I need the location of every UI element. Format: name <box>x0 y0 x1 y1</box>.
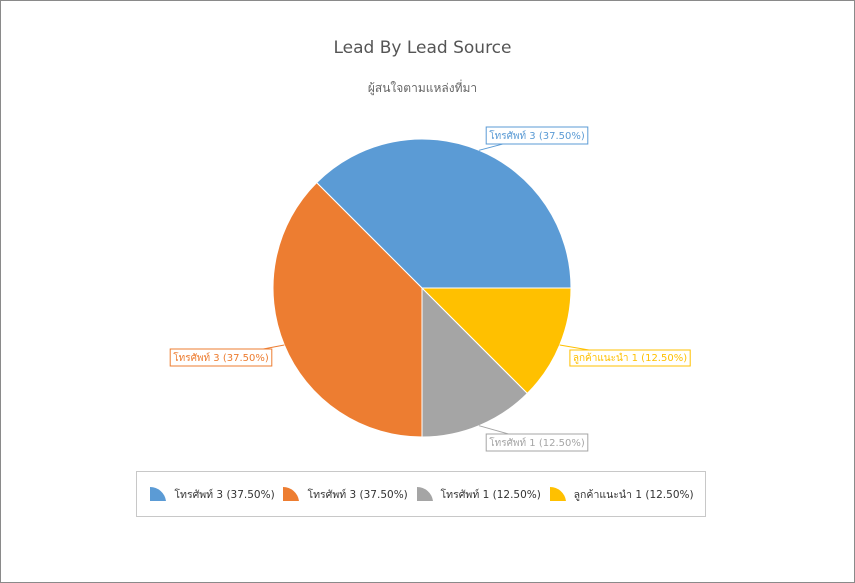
legend-item[interactable]: ลูกค้าแนะนำ 1 (12.50%) <box>548 486 694 503</box>
pie-slices <box>272 138 572 438</box>
chart-title: Lead By Lead Source <box>333 38 512 58</box>
data-label: ลูกค้าแนะนำ 1 (12.50%) <box>573 352 687 364</box>
legend-swatch <box>549 486 566 501</box>
legend-label: โทรศัพท์ 3 (37.50%) <box>307 488 408 501</box>
legend-label: ลูกค้าแนะนำ 1 (12.50%) <box>573 488 694 501</box>
data-label: โทรศัพท์ 1 (12.50%) <box>489 436 585 449</box>
data-label: โทรศัพท์ 3 (37.50%) <box>489 129 585 142</box>
legend-swatch <box>150 486 167 501</box>
legend-label: โทรศัพท์ 1 (12.50%) <box>440 488 541 501</box>
pie-slice[interactable] <box>315 138 572 289</box>
legend-item[interactable]: โทรศัพท์ 3 (37.50%) <box>281 486 408 503</box>
data-label-box <box>485 433 589 452</box>
legend-item[interactable]: โทรศัพท์ 1 (12.50%) <box>415 486 541 503</box>
legend-swatch <box>416 486 433 501</box>
pie-slice[interactable] <box>420 287 572 395</box>
chart-subtitle: ผู้สนใจตามแหล่งที่มา <box>367 81 478 95</box>
pie-labels: โทรศัพท์ 3 (37.50%) โทรศัพท์ 3 (37.50%) โท… <box>169 126 691 452</box>
pie-slice[interactable] <box>272 181 423 438</box>
data-label-box <box>485 126 589 145</box>
chart-legend: โทรศัพท์ 3 (37.50%) โทรศัพท์ 3 (37.50%) … <box>136 471 706 517</box>
legend-swatch <box>283 486 300 501</box>
data-label-box <box>569 349 691 367</box>
data-label: โทรศัพท์ 3 (37.50%) <box>173 351 269 364</box>
legend-label: โทรศัพท์ 3 (37.50%) <box>174 488 275 501</box>
legend-item[interactable]: โทรศัพท์ 3 (37.50%) <box>148 486 275 503</box>
data-label-box <box>169 348 273 367</box>
